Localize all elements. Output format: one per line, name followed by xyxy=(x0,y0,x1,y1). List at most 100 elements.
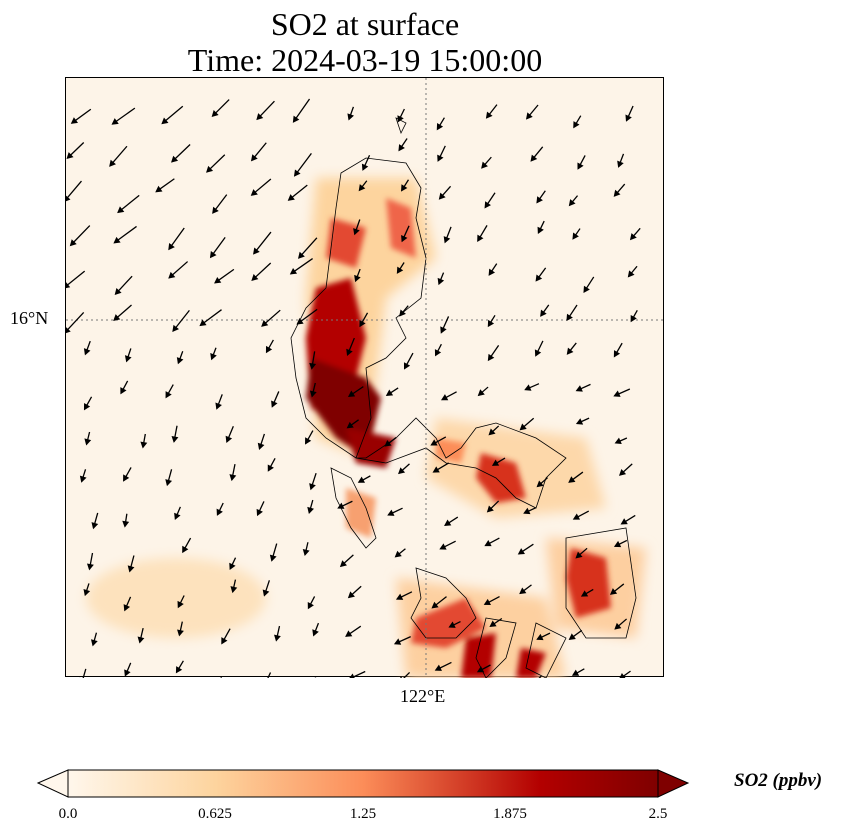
wind-arrow-head xyxy=(617,160,624,168)
wind-arrow-head xyxy=(307,506,314,514)
wind-arrow-head xyxy=(481,161,488,169)
wind-arrow-head xyxy=(487,353,495,362)
wind-arrow-head xyxy=(172,324,179,333)
wind-arrow-head xyxy=(261,320,269,327)
wind-arrow-head xyxy=(214,276,222,284)
wind-arrow-head xyxy=(312,629,319,637)
wind-arrow-head xyxy=(229,474,237,482)
wind-arrow-head xyxy=(90,639,98,647)
wind-arrow-head xyxy=(168,243,175,251)
wind-arrow-head xyxy=(398,144,405,152)
wind-arrow-head xyxy=(618,469,627,476)
wind-arrow-head xyxy=(491,459,500,466)
wind-arrow-head xyxy=(229,562,236,571)
wind-arrow-head xyxy=(437,277,445,286)
wind-arrow-head xyxy=(535,274,543,282)
wind-arrow-head xyxy=(568,476,576,483)
wind-arrow-head xyxy=(620,518,628,525)
wind-arrow-head xyxy=(566,347,574,355)
wind-arrow xyxy=(262,672,272,690)
wind-arrow-head xyxy=(438,192,446,200)
wind-arrow-head xyxy=(63,194,71,203)
wind-arrow-head xyxy=(271,400,278,408)
wind-arrow-head xyxy=(63,326,71,334)
wind-arrow-head xyxy=(122,520,130,528)
wind-arrow-head xyxy=(346,421,354,429)
wind-arrow-head xyxy=(225,435,233,443)
wind-arrow-head xyxy=(174,512,181,520)
wind-arrow-head xyxy=(296,317,304,325)
colorbar xyxy=(36,769,690,798)
wind-arrow-head xyxy=(123,474,130,482)
wind-arrow-head xyxy=(430,439,438,446)
wind-arrow-head xyxy=(359,319,366,328)
wind-arrow-head xyxy=(384,439,392,447)
wind-arrow-head xyxy=(530,154,538,162)
wind-arrow-head xyxy=(309,483,316,491)
wind-arrow-head xyxy=(215,402,222,410)
wind-arrow xyxy=(216,676,223,690)
wind-arrow-head xyxy=(70,117,78,124)
map-svg xyxy=(63,78,665,692)
wind-arrow-head xyxy=(177,629,184,637)
wind-arrow-head xyxy=(83,403,91,411)
wind-arrow-head xyxy=(265,345,273,354)
wind-arrow-head xyxy=(484,540,492,547)
map-plot-area xyxy=(63,77,665,692)
wind-arrow-head xyxy=(483,598,491,606)
wind-arrow-head xyxy=(443,236,451,244)
wind-arrow-head xyxy=(113,314,121,321)
wind-arrow-head xyxy=(339,560,347,568)
wind-arrow-head xyxy=(476,666,485,673)
wind-arrow-head xyxy=(519,423,527,431)
wind-arrow-head xyxy=(487,319,495,328)
wind-arrow-head xyxy=(86,563,94,571)
wind-arrow-head xyxy=(210,353,217,361)
wind-arrow xyxy=(63,270,86,289)
wind-arrow-head xyxy=(401,184,408,192)
wind-arrow-head xyxy=(488,428,496,436)
wind-arrow-head xyxy=(395,593,404,600)
wind-arrow-head xyxy=(127,565,135,573)
wind-arrow-head xyxy=(609,588,618,595)
wind-arrow-head xyxy=(124,669,131,677)
wind-arrow-head xyxy=(477,234,484,242)
wind-arrow-head xyxy=(256,113,264,121)
wind-arrow-head xyxy=(613,540,622,548)
wind-arrow-head xyxy=(114,287,122,296)
wind-arrow-head xyxy=(161,117,169,125)
wind-arrow-head xyxy=(361,163,369,171)
wind-arrow-head xyxy=(84,438,92,446)
wind-arrow-head xyxy=(534,349,542,357)
wind-arrow-head xyxy=(387,509,395,516)
wind-arrow-head xyxy=(613,189,621,197)
wind-arrow-head xyxy=(571,669,580,676)
wind-arrow-head xyxy=(440,326,447,334)
wind-arrow-head xyxy=(216,508,223,516)
wind-arrow-head xyxy=(113,236,121,244)
wind-arrow-head xyxy=(625,114,632,122)
wind-arrow-head xyxy=(274,634,281,642)
wind-arrow-head xyxy=(175,666,183,674)
wind-arrow-head xyxy=(165,391,172,399)
wind-arrow-head xyxy=(305,437,312,445)
wind-arrow-head xyxy=(403,362,411,370)
wind-arrow-head xyxy=(209,250,217,259)
wind-arrow-head xyxy=(568,633,576,640)
wind-arrow-head xyxy=(573,121,580,129)
wind-arrow-head xyxy=(346,348,353,356)
chart-subtitle: Time: 2024-03-19 15:00:00 xyxy=(187,42,543,78)
wind-arrow-head xyxy=(448,621,456,628)
wind-arrow-head xyxy=(486,505,494,513)
wind-arrow-head xyxy=(250,154,258,162)
wind-arrow-head xyxy=(66,152,74,160)
wind-arrow-head xyxy=(431,601,439,609)
wind-arrow-head xyxy=(211,110,219,118)
wind-arrow-head xyxy=(117,206,125,214)
wind-arrow-head xyxy=(182,545,189,554)
wind-arrow-head xyxy=(536,633,544,641)
wind-arrow-head xyxy=(256,508,263,517)
wind-arrow-head xyxy=(575,418,584,425)
wind-arrow-head xyxy=(171,155,179,163)
wind-arrow-head xyxy=(348,673,356,680)
